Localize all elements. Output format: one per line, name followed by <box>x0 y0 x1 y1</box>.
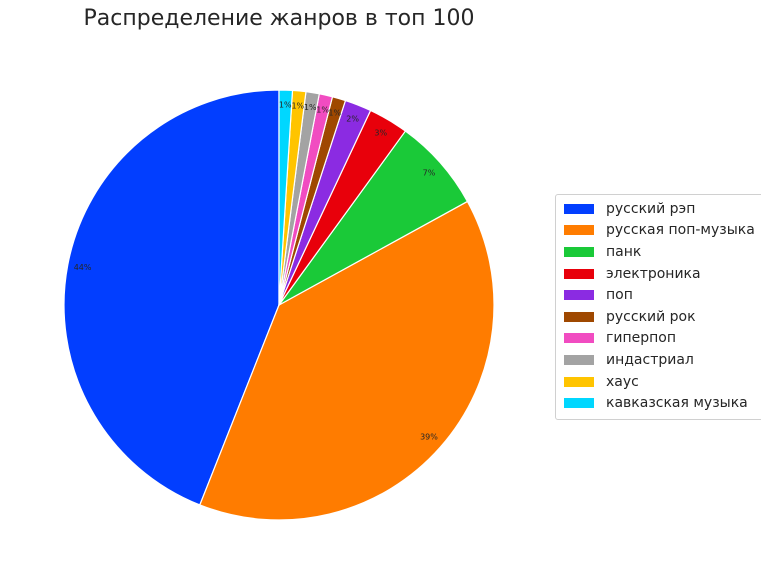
legend-item: кавказская музыка <box>564 392 755 414</box>
legend-item: электроника <box>564 263 755 285</box>
legend-label: хаус <box>606 373 639 390</box>
legend-swatch <box>564 354 594 365</box>
legend-swatch <box>564 333 594 344</box>
legend-swatch <box>564 398 594 409</box>
pie-slice <box>199 200 495 521</box>
chart-title: Распределение жанров в топ 100 <box>83 6 475 31</box>
pie-percent-label: 7% <box>423 168 436 177</box>
legend-label: русский рок <box>606 308 696 325</box>
legend-swatch <box>564 203 594 214</box>
pie-slice <box>278 89 294 306</box>
pie-percent-label: 1% <box>316 105 329 114</box>
pie-percent-label: 44% <box>74 263 92 272</box>
legend-label: гиперпоп <box>606 330 676 347</box>
legend-item: индастриал <box>564 349 755 371</box>
legend-label: панк <box>606 243 642 260</box>
legend-label: электроника <box>606 265 701 282</box>
legend-swatch <box>564 376 594 387</box>
legend: русский рэп русская поп-музыка панк электро… <box>555 194 761 420</box>
pie-percent-label: 1% <box>279 101 292 110</box>
legend-label: индастриал <box>606 351 694 368</box>
pie-slices <box>63 89 495 521</box>
legend-swatch <box>564 290 594 301</box>
pie-percent-label: 3% <box>374 128 387 137</box>
legend-swatch <box>564 268 594 279</box>
legend-label: поп <box>606 287 633 304</box>
legend-item: русский рэп <box>564 198 755 220</box>
legend-item: русский рок <box>564 306 755 328</box>
pie-percent-label: 1% <box>304 103 317 112</box>
pie-percent-label: 1% <box>328 108 341 117</box>
pie-percent-label: 1% <box>291 101 304 110</box>
pie-percent-label: 2% <box>346 115 359 124</box>
pie-slice <box>63 89 280 506</box>
pie-percent-labels: 44%39%7%3%2%1%1%1%1%1% <box>74 101 439 442</box>
legend-label: русская поп-музыка <box>606 222 755 239</box>
legend-swatch <box>564 311 594 322</box>
legend-label: кавказская музыка <box>606 395 748 412</box>
legend-label: русский рэп <box>606 200 696 217</box>
legend-item: русская поп-музыка <box>564 220 755 242</box>
legend-item: хаус <box>564 371 755 393</box>
legend-swatch <box>564 246 594 257</box>
legend-item: гиперпоп <box>564 328 755 350</box>
legend-item: панк <box>564 241 755 263</box>
pie-percent-label: 39% <box>420 433 438 442</box>
legend-swatch <box>564 225 594 236</box>
legend-item: поп <box>564 284 755 306</box>
